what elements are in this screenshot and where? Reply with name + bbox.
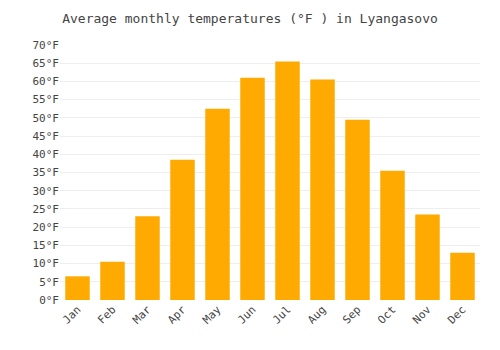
svg-text:45°F: 45°F — [33, 130, 60, 143]
svg-text:0°F: 0°F — [39, 294, 59, 307]
svg-text:20°F: 20°F — [33, 221, 60, 234]
svg-text:Jul: Jul — [270, 303, 293, 326]
svg-text:35°F: 35°F — [33, 166, 60, 179]
svg-text:50°F: 50°F — [33, 112, 60, 125]
svg-text:Sep: Sep — [340, 303, 363, 326]
svg-text:70°F: 70°F — [33, 39, 60, 52]
svg-text:55°F: 55°F — [33, 93, 60, 106]
svg-text:40°F: 40°F — [33, 148, 60, 161]
svg-text:10°F: 10°F — [33, 257, 60, 270]
svg-text:25°F: 25°F — [33, 203, 60, 216]
svg-text:Jun: Jun — [235, 303, 258, 326]
svg-text:May: May — [200, 303, 224, 327]
svg-text:Feb: Feb — [95, 303, 118, 326]
svg-text:65°F: 65°F — [33, 57, 60, 70]
svg-text:30°F: 30°F — [33, 185, 60, 198]
svg-text:Jan: Jan — [60, 303, 83, 326]
svg-text:5°F: 5°F — [39, 276, 59, 289]
svg-text:Apr: Apr — [165, 303, 189, 327]
svg-text:Mar: Mar — [130, 303, 154, 327]
svg-text:Aug: Aug — [305, 303, 328, 326]
svg-text:Oct: Oct — [375, 303, 398, 326]
svg-text:60°F: 60°F — [33, 75, 60, 88]
svg-text:Nov: Nov — [410, 303, 434, 327]
svg-text:Average monthly temperatures (: Average monthly temperatures (°F ) in Ly… — [62, 11, 438, 26]
svg-text:15°F: 15°F — [33, 239, 60, 252]
svg-text:Dec: Dec — [445, 303, 468, 326]
